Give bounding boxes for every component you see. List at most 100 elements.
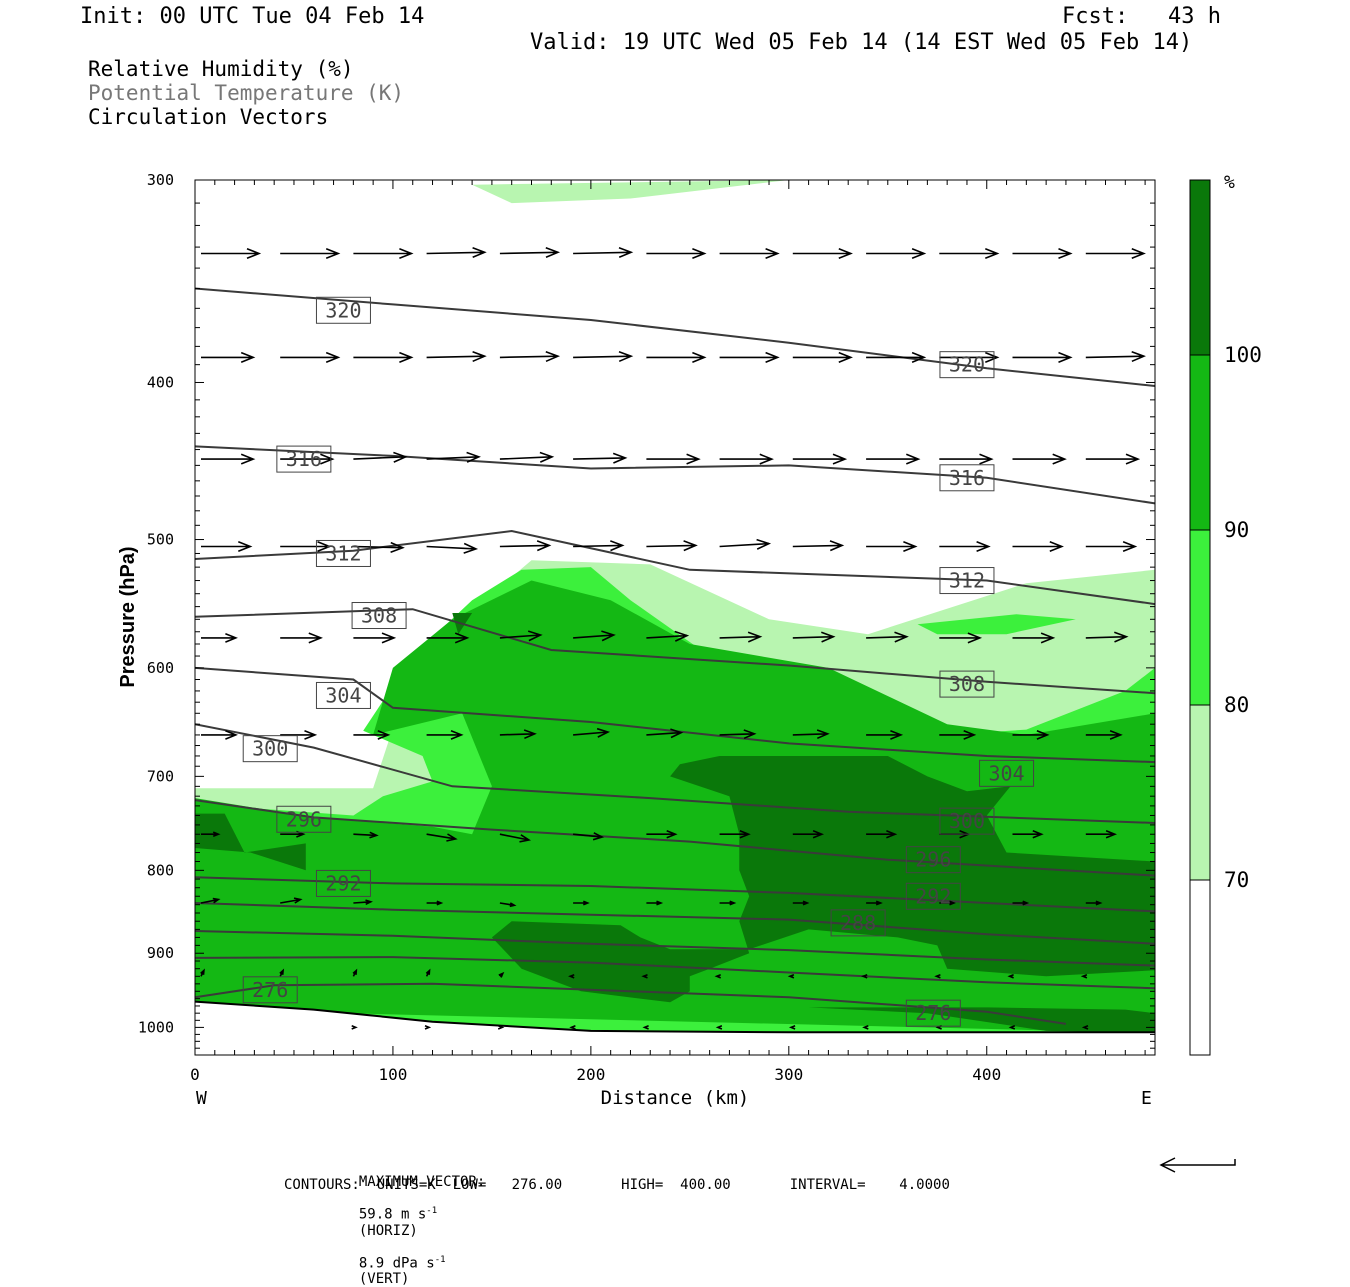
y-tick-label: 600 bbox=[147, 659, 174, 677]
circulation-vector bbox=[939, 453, 994, 465]
circulation-vector bbox=[792, 631, 836, 643]
circulation-vector bbox=[1085, 540, 1138, 553]
circulation-vector bbox=[719, 900, 737, 906]
circulation-vector bbox=[499, 729, 537, 740]
y-tick-label: 700 bbox=[147, 767, 174, 785]
circulation-vector bbox=[641, 973, 648, 979]
theta-label-box bbox=[315, 539, 371, 567]
terrain-mask bbox=[195, 1001, 1155, 1055]
theta-label: 296 bbox=[915, 848, 951, 872]
circulation-vector bbox=[499, 451, 555, 463]
circulation-vector bbox=[425, 968, 431, 977]
theta-label: 300 bbox=[252, 737, 288, 761]
circulation-vector bbox=[792, 830, 824, 839]
colorbar-level-label: 100 bbox=[1224, 343, 1262, 367]
circulation-vector bbox=[646, 540, 698, 552]
circulation-vector bbox=[646, 453, 701, 465]
max-vector-horiz-exp: -1 bbox=[426, 1206, 438, 1216]
circulation-vector bbox=[573, 540, 625, 552]
y-tick-label: 500 bbox=[147, 531, 174, 549]
circulation-vector bbox=[280, 351, 341, 363]
circulation-vector bbox=[1012, 453, 1067, 465]
circulation-vector bbox=[568, 973, 575, 979]
theta-label: 320 bbox=[325, 298, 361, 322]
theta-label-box bbox=[939, 670, 995, 698]
circulation-vector bbox=[280, 730, 318, 740]
circulation-vector bbox=[1012, 730, 1050, 740]
theta-label: 308 bbox=[361, 604, 397, 628]
circulation-vector bbox=[866, 830, 898, 839]
colorbar-band bbox=[1190, 880, 1210, 1055]
humidity-colorbar: 70 80 90 100 bbox=[1189, 179, 1262, 1056]
theta-label-box bbox=[905, 882, 961, 910]
theta-label-box bbox=[351, 602, 407, 630]
circulation-vector bbox=[353, 899, 373, 906]
circulation-vector bbox=[1085, 730, 1123, 740]
theta-label-box bbox=[830, 909, 886, 937]
theta-contour-308 bbox=[195, 608, 1155, 695]
circulation-vector bbox=[1085, 631, 1129, 643]
circulation-vector bbox=[1085, 453, 1141, 465]
theta-label: 292 bbox=[915, 884, 951, 908]
circulation-vector bbox=[792, 453, 848, 465]
theta-label-box bbox=[939, 807, 995, 835]
circulation-vector bbox=[646, 830, 678, 839]
theta-contour-316 bbox=[195, 445, 1155, 505]
circulation-vector bbox=[573, 727, 611, 738]
circulation-vector bbox=[201, 453, 256, 465]
colorbar-band bbox=[1190, 180, 1210, 355]
circulation-vector bbox=[499, 350, 561, 363]
circulation-vector bbox=[866, 900, 883, 906]
y-axis-title: Pressure (hPa) bbox=[117, 546, 139, 687]
circulation-vector bbox=[866, 631, 909, 643]
circulation-vector bbox=[1012, 247, 1073, 260]
circulation-vector bbox=[353, 541, 405, 553]
circulation-vector bbox=[280, 897, 303, 904]
x-tick-label: 100 bbox=[378, 1065, 407, 1084]
rh-field-label: Relative Humidity (%) bbox=[88, 57, 354, 81]
circulation-vector bbox=[792, 900, 810, 906]
circulation-vector bbox=[426, 900, 444, 906]
theta-label: 320 bbox=[949, 353, 985, 377]
theta-label-box bbox=[939, 567, 995, 595]
circulation-vector bbox=[351, 1025, 358, 1030]
circulation-vector bbox=[934, 973, 941, 979]
theta-label-layer: 3203203163163123123083083043043003002962… bbox=[242, 296, 1035, 1027]
circulation-vector bbox=[426, 246, 487, 259]
circulation-vector bbox=[1080, 973, 1088, 979]
circulation-vector bbox=[426, 730, 464, 740]
circulation-vector bbox=[353, 632, 397, 644]
circulation-vector bbox=[424, 1025, 432, 1030]
axis-layer: 300 400 500 600 700 800 900 1000 0 100 200 300 400 bbox=[138, 171, 1155, 1084]
forecast-hour-label: Fcst: 43 h bbox=[1062, 4, 1221, 29]
x-tick-label: 200 bbox=[576, 1065, 605, 1084]
theta-label-box bbox=[242, 735, 298, 763]
circulation-vector bbox=[573, 246, 634, 259]
circulation-vector bbox=[646, 247, 707, 260]
theta-label-box bbox=[905, 846, 961, 874]
circulation-vector bbox=[353, 451, 408, 463]
circulation-vector bbox=[426, 833, 458, 842]
cross-section-chart: 3203203163163123123083083043043003002962… bbox=[117, 171, 1262, 1109]
circulation-vector bbox=[646, 900, 664, 906]
theta-contour-312 bbox=[195, 529, 1155, 606]
reference-vector-icon bbox=[1159, 1157, 1236, 1173]
circulation-vector bbox=[719, 247, 780, 260]
theta-contour-276 bbox=[195, 982, 1067, 1025]
colorbar-frame bbox=[1189, 179, 1211, 1056]
circulation-vector bbox=[569, 1025, 576, 1030]
y-tick-label: 300 bbox=[147, 171, 174, 189]
theta-label: 308 bbox=[949, 672, 985, 696]
x-axis-title: Distance (km) bbox=[601, 1087, 750, 1109]
theta-label-box bbox=[242, 976, 298, 1004]
circulation-vector bbox=[499, 833, 532, 843]
circulation-vector bbox=[1012, 900, 1030, 906]
circulation-vector bbox=[201, 540, 253, 553]
circulation-vector bbox=[353, 730, 391, 740]
circulation-vector bbox=[1012, 351, 1073, 363]
theta-label-box bbox=[315, 681, 371, 709]
x-tick-label: 400 bbox=[972, 1065, 1001, 1084]
rh-70-80-upper-patch bbox=[472, 180, 789, 204]
circulation-vector bbox=[1085, 830, 1117, 839]
circulation-vector bbox=[280, 540, 332, 553]
